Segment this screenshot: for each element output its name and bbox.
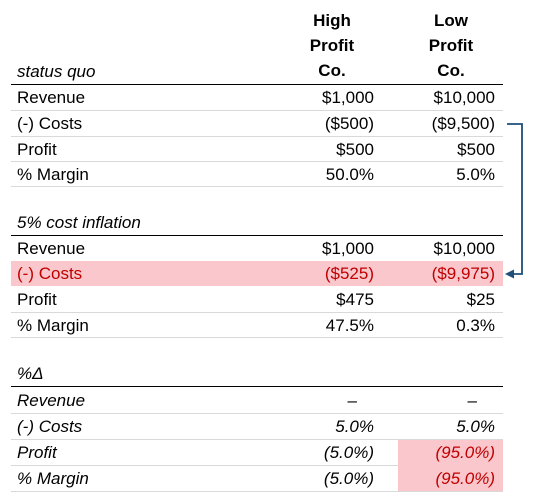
table-row: Profit $500 $500 [11,137,503,162]
row-label: % Margin [17,316,89,335]
value-low: 0.3% [456,316,495,335]
divider [11,235,503,236]
row-label: Revenue [17,239,86,258]
table-row: Revenue – – [11,388,503,413]
table-row: % Margin 47.5% 0.3% [11,313,503,338]
column-header-low-profit: Low Profit Co. [401,8,501,83]
table-row: % Margin (5.0%) (95.0%) [11,466,503,491]
value-low: $500 [457,140,495,159]
value-high: $500 [336,140,374,159]
header-line: Co. [437,61,465,80]
value-low: ($9,975) [431,264,495,283]
section-title-cost-inflation: 5% cost inflation [17,213,141,232]
row-divider [11,413,503,414]
value-high: 47.5% [325,316,374,335]
value-high: $1,000 [322,88,374,107]
table-row: Revenue $1,000 $10,000 [11,85,503,110]
row-label: Profit [17,140,57,159]
value-high: (5.0%) [323,469,374,488]
header-line: High [313,11,351,30]
header-line: Co. [318,61,346,80]
row-divider [11,337,503,338]
value-low: 5.0% [456,417,495,436]
value-low: $10,000 [433,88,495,107]
row-label: Profit [17,290,57,309]
row-divider [11,136,503,137]
value-high: 50.0% [325,165,374,184]
value-high: (5.0%) [323,443,374,462]
header-line: Low [434,11,468,30]
table-row-highlighted: (-) Costs ($525) ($9,975) [11,261,503,286]
header-line: Profit [428,36,474,55]
row-divider [11,161,503,162]
row-label: Revenue [17,391,86,410]
table-row: (-) Costs 5.0% 5.0% [11,414,503,439]
column-header-high-profit: High Profit Co. [282,8,382,83]
row-label: (-) Costs [17,417,83,436]
row-label: % Margin [17,165,89,184]
row-divider [11,491,503,492]
value-low: (95.0%) [435,443,495,462]
section-title-status-quo: status quo [17,62,96,81]
section-title-percent-change: %Δ [17,364,44,383]
table-row: Profit (5.0%) (95.0%) [11,440,503,465]
highlight-cell [398,440,503,491]
value-low: ($9,500) [431,114,495,133]
table-row: Revenue $1,000 $10,000 [11,236,503,261]
table-row: Profit $475 $25 [11,287,503,312]
row-label: Revenue [17,88,86,107]
row-divider [11,439,503,440]
divider [11,386,503,387]
value-low: $10,000 [433,239,495,258]
value-high: ($525) [324,264,374,283]
row-divider [11,186,503,187]
header-line: Profit [309,36,355,55]
value-high: – [347,391,357,410]
value-high: $1,000 [322,239,374,258]
value-low: (95.0%) [435,469,495,488]
row-label: (-) Costs [17,264,83,283]
row-label: Profit [17,443,57,462]
row-divider [11,312,503,313]
row-label: % Margin [17,469,89,488]
value-high: 5.0% [335,417,374,436]
value-low: $25 [466,290,495,309]
row-divider [11,465,398,466]
table-row: (-) Costs ($500) ($9,500) [11,111,503,136]
table-row: % Margin 50.0% 5.0% [11,162,503,187]
row-label: (-) Costs [17,114,83,133]
row-divider [11,110,503,111]
value-high: ($500) [324,114,374,133]
value-low: 5.0% [456,165,495,184]
value-low: – [467,391,477,410]
divider [11,84,503,85]
value-high: $475 [336,290,374,309]
